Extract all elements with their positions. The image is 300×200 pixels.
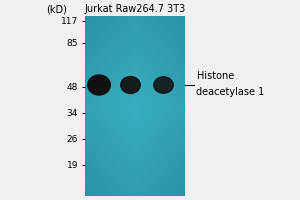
Text: 19: 19 bbox=[67, 160, 78, 170]
Text: 26: 26 bbox=[67, 134, 78, 144]
Text: Jurkat Raw264.7 3T3: Jurkat Raw264.7 3T3 bbox=[84, 4, 186, 14]
Ellipse shape bbox=[88, 75, 110, 95]
Text: 117: 117 bbox=[61, 17, 78, 25]
Text: Histone: Histone bbox=[196, 71, 234, 81]
Text: 48: 48 bbox=[67, 83, 78, 92]
Text: (kD): (kD) bbox=[46, 4, 68, 14]
Ellipse shape bbox=[121, 77, 140, 94]
Text: 85: 85 bbox=[67, 38, 78, 47]
Text: 34: 34 bbox=[67, 108, 78, 117]
Text: deacetylase 1: deacetylase 1 bbox=[196, 87, 265, 97]
Ellipse shape bbox=[154, 77, 173, 93]
